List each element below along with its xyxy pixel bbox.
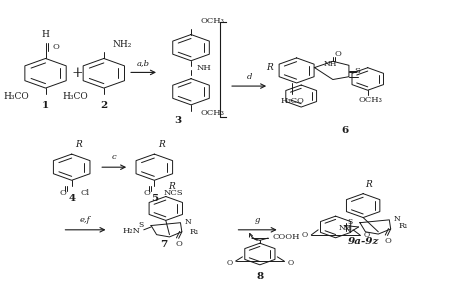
Text: 8: 8 [256, 272, 264, 281]
Text: S: S [354, 67, 360, 75]
Text: R: R [168, 182, 175, 191]
Text: O: O [175, 240, 182, 248]
Text: H₃CO: H₃CO [280, 97, 304, 105]
Text: Cl: Cl [81, 189, 90, 197]
Text: O: O [226, 259, 232, 267]
Text: 3: 3 [174, 116, 182, 125]
Text: H₂N: H₂N [123, 227, 141, 235]
Text: e,f: e,f [80, 216, 91, 224]
Text: 5: 5 [151, 194, 158, 203]
Text: g: g [255, 216, 260, 224]
Text: R₁: R₁ [190, 228, 199, 236]
Text: NH: NH [197, 64, 211, 72]
Text: 7: 7 [160, 240, 167, 249]
Text: O: O [144, 189, 150, 197]
Text: O: O [334, 49, 341, 57]
Text: O: O [53, 43, 60, 51]
Text: S: S [347, 218, 353, 226]
Text: c: c [112, 154, 117, 162]
FancyArrowPatch shape [249, 233, 257, 240]
Text: H₃CO: H₃CO [62, 92, 88, 101]
Text: d: d [246, 73, 252, 81]
Text: O: O [302, 231, 308, 239]
Text: S: S [138, 221, 144, 229]
Text: +: + [72, 66, 83, 80]
Text: 1: 1 [42, 101, 49, 110]
Text: H: H [42, 30, 49, 39]
Text: 4: 4 [68, 194, 75, 203]
Text: OCH₃: OCH₃ [358, 96, 383, 104]
Text: N: N [185, 218, 192, 226]
Text: O: O [363, 231, 369, 239]
Text: NH: NH [338, 225, 352, 233]
Text: R: R [365, 180, 372, 188]
Text: OCH₃: OCH₃ [200, 110, 224, 117]
Text: 9a-9z: 9a-9z [347, 237, 379, 246]
Text: OCH₃: OCH₃ [200, 17, 224, 25]
Text: O: O [384, 237, 391, 245]
Text: O: O [287, 259, 293, 267]
Text: H₃CO: H₃CO [4, 92, 29, 101]
Text: 6: 6 [341, 126, 348, 135]
Text: COOH: COOH [273, 233, 300, 241]
Text: R: R [266, 63, 273, 72]
Text: NH₂: NH₂ [112, 40, 131, 49]
Text: a,b: a,b [137, 59, 150, 67]
Text: O: O [60, 189, 67, 197]
Text: N: N [394, 215, 401, 223]
Text: NH: NH [324, 59, 337, 67]
Text: R: R [158, 140, 165, 149]
Text: NCS: NCS [164, 189, 183, 197]
Text: 2: 2 [100, 101, 108, 110]
Text: R: R [75, 140, 82, 149]
Text: R₁: R₁ [399, 222, 408, 230]
